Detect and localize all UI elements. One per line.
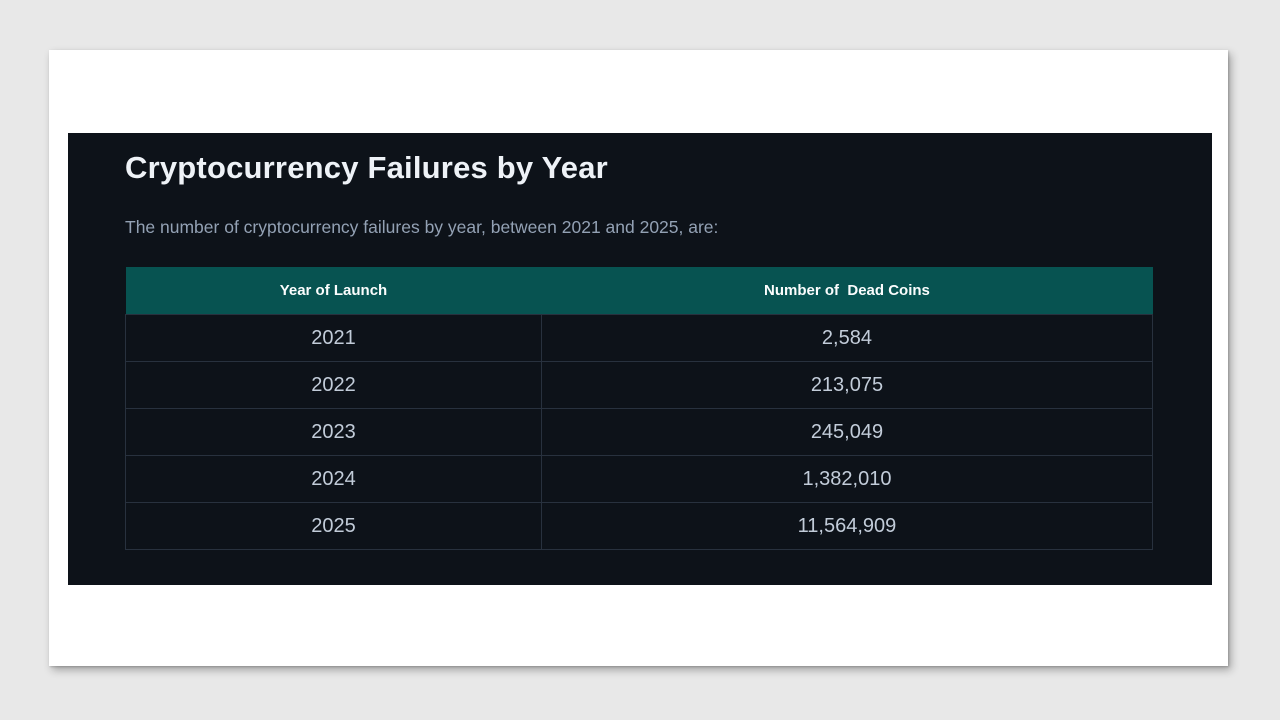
table-header-row: Year of Launch Number of Dead Coins xyxy=(125,267,1153,315)
year-cell: 2024 xyxy=(125,455,542,503)
table-row: 2024 1,382,010 xyxy=(125,455,1154,503)
failures-table: Year of Launch Number of Dead Coins 2021… xyxy=(125,267,1154,550)
column-header-year: Year of Launch xyxy=(125,267,542,315)
year-cell: 2023 xyxy=(125,408,542,456)
table-row: 2025 11,564,909 xyxy=(125,502,1154,550)
table-row: 2021 2,584 xyxy=(125,314,1154,362)
page-title: Cryptocurrency Failures by Year xyxy=(125,150,608,185)
table-row: 2022 213,075 xyxy=(125,361,1154,409)
subtitle: The number of cryptocurrency failures by… xyxy=(125,217,719,237)
content-panel: Cryptocurrency Failures by Year The numb… xyxy=(68,133,1212,585)
dead-coins-cell: 213,075 xyxy=(540,361,1154,409)
table-row: 2023 245,049 xyxy=(125,408,1154,456)
dead-coins-cell: 1,382,010 xyxy=(540,455,1154,503)
year-cell: 2022 xyxy=(125,361,542,409)
dead-coins-cell: 2,584 xyxy=(540,314,1154,362)
year-cell: 2021 xyxy=(125,314,542,362)
column-header-dead-coins: Number of Dead Coins xyxy=(541,267,1153,315)
document-card: Cryptocurrency Failures by Year The numb… xyxy=(49,50,1228,666)
year-cell: 2025 xyxy=(125,502,542,550)
dead-coins-cell: 245,049 xyxy=(540,408,1154,456)
dead-coins-cell: 11,564,909 xyxy=(540,502,1154,550)
